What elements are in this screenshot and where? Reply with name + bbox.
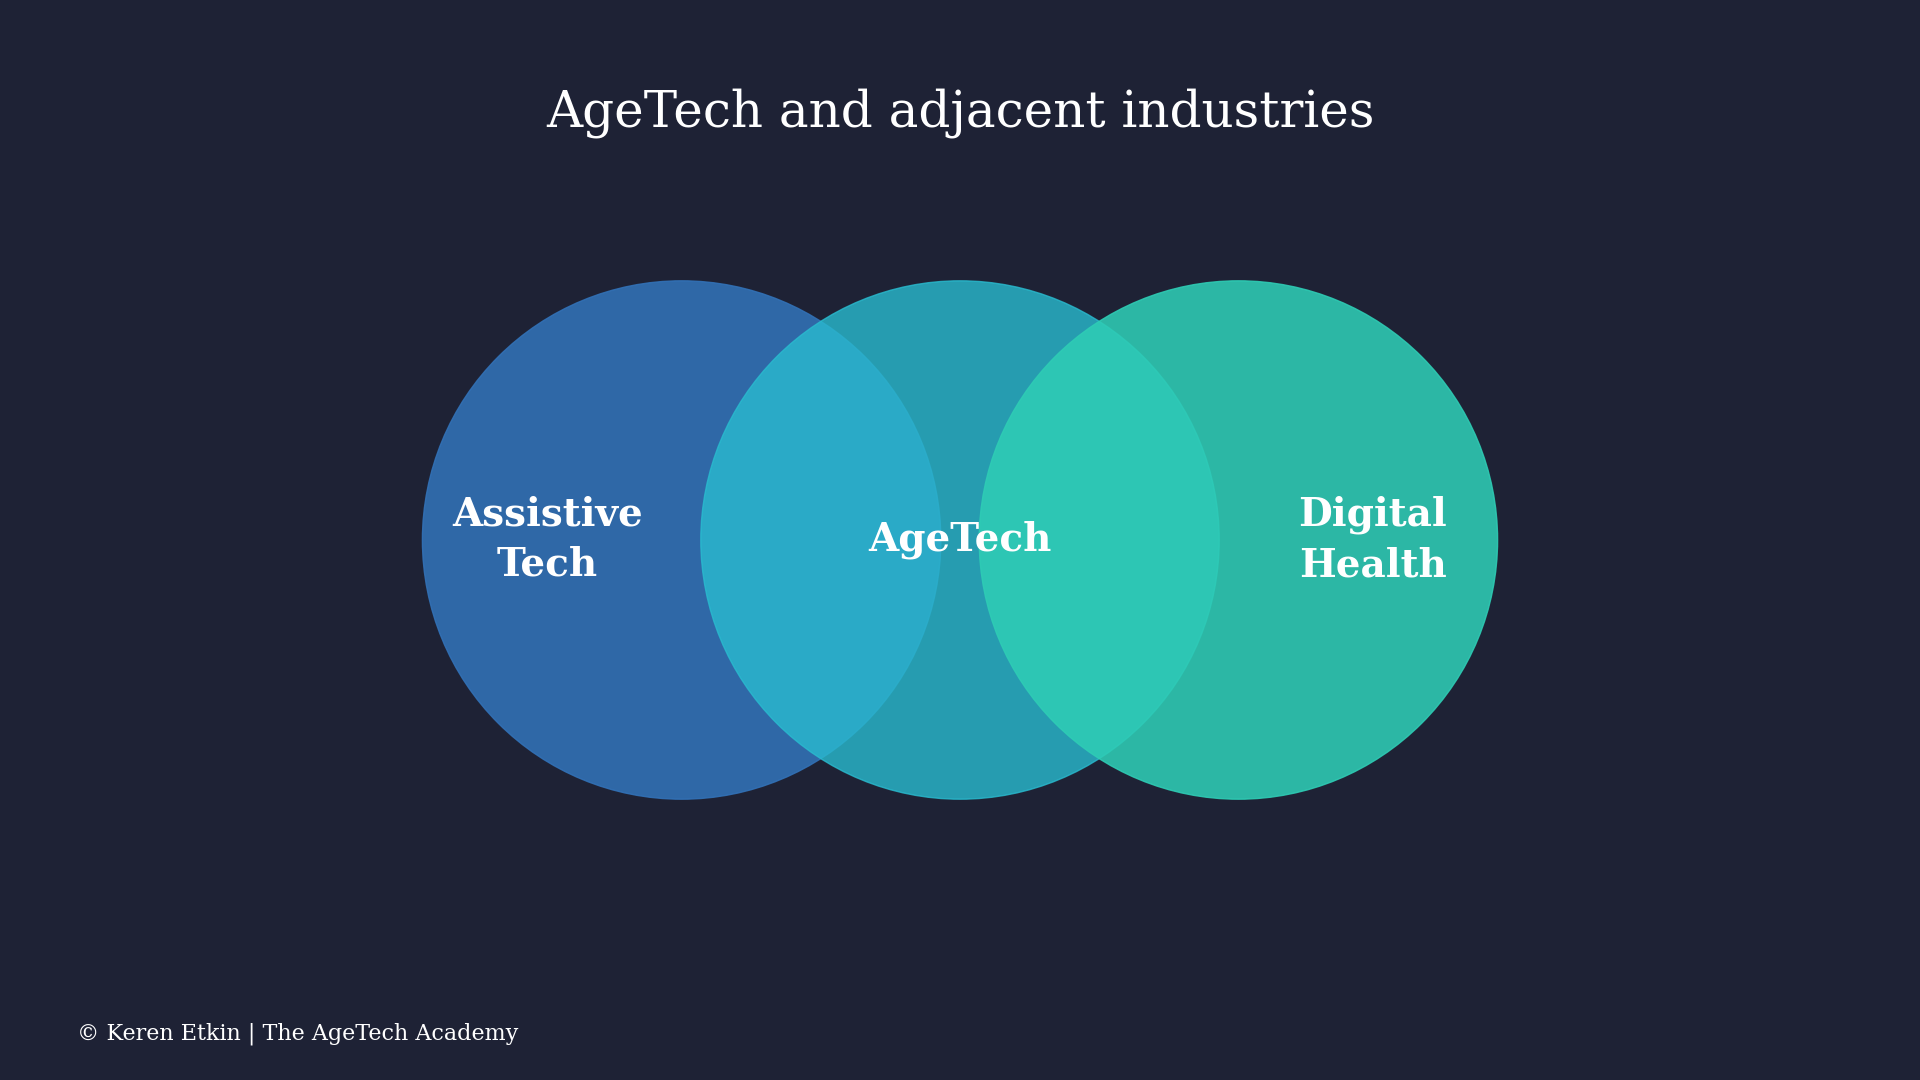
- Text: AgeTech: AgeTech: [868, 521, 1052, 559]
- Text: © Keren Etkin | The AgeTech Academy: © Keren Etkin | The AgeTech Academy: [77, 1023, 518, 1045]
- Ellipse shape: [701, 281, 1219, 799]
- Ellipse shape: [422, 281, 941, 799]
- Text: Digital
Health: Digital Health: [1298, 496, 1448, 584]
- Text: Assistive
Tech: Assistive Tech: [451, 496, 643, 584]
- Text: AgeTech and adjacent industries: AgeTech and adjacent industries: [545, 89, 1375, 138]
- Ellipse shape: [979, 281, 1498, 799]
